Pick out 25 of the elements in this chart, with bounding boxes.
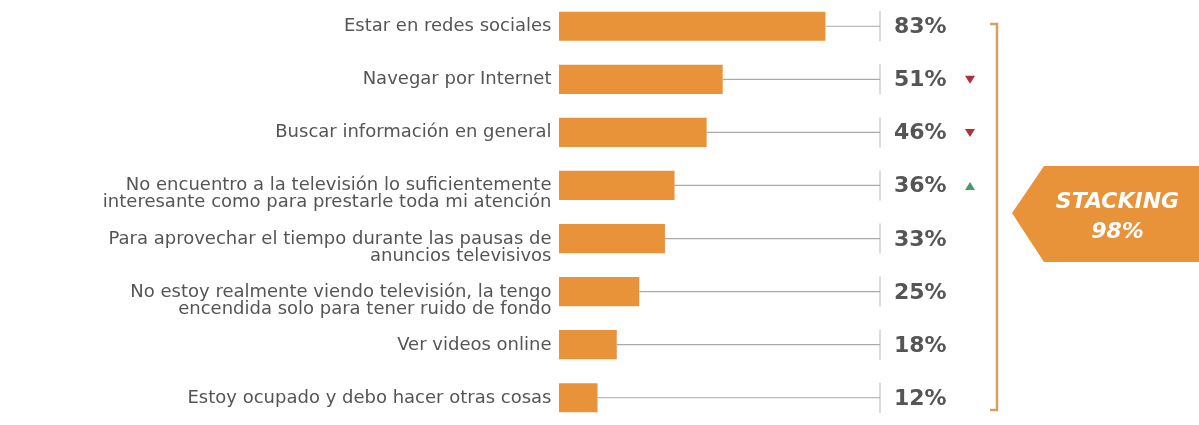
bar — [559, 64, 723, 94]
text: STACKING 98% — [1054, 187, 1181, 245]
data-label: 25% — [894, 278, 947, 304]
y-tick-label: Para aprovechar el tiempo durante las pausas de anuncios televisivos — [108, 226, 552, 265]
bar — [559, 117, 707, 147]
bar — [559, 277, 640, 307]
bar — [559, 223, 665, 254]
data-label: 51% — [894, 66, 947, 92]
bar — [559, 383, 598, 413]
y-tick-label: Estoy ocupado y debo hacer otras cosas — [187, 385, 552, 407]
data-label: 18% — [894, 331, 947, 357]
data-label: 83% — [894, 13, 947, 39]
bar — [559, 330, 617, 360]
data-label: 46% — [894, 119, 947, 145]
bar — [559, 170, 675, 201]
y-tick-label: Ver videos online — [397, 332, 552, 354]
y-tick-label: Buscar información en general — [275, 120, 552, 142]
data-label: 33% — [894, 225, 947, 251]
y-tick-label: No encuentro a la televisión lo suficientemente interesante como para prestarle toda mi atención — [102, 173, 552, 212]
bar — [559, 11, 826, 41]
y-tick-label: Navegar por Internet — [362, 67, 552, 89]
data-label: 12% — [894, 384, 947, 410]
y-tick-label: Estar en redes sociales — [343, 14, 552, 36]
data-label: 36% — [894, 172, 947, 198]
y-tick-label: No estoy realmente viendo televisión, la tengo encendida solo para tener ruido de fondo — [130, 279, 552, 318]
